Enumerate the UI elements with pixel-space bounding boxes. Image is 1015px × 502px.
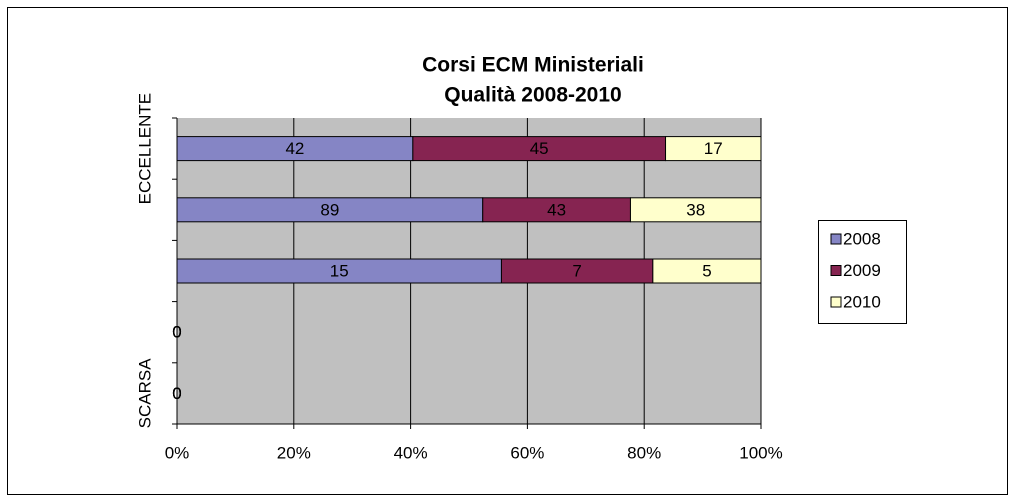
bar-segment [176,197,484,223]
bar-segment [176,258,502,284]
legend-label: 2008 [843,229,881,248]
data-label: 38 [686,200,705,219]
x-tick-label: 60% [510,443,544,462]
data-label: 17 [704,139,723,158]
x-tick-label: 100% [739,443,782,462]
bar-segment [500,258,654,284]
legend-swatch [830,233,842,245]
data-label: 0 [172,384,181,403]
legend-swatch [830,265,842,276]
chart-title: Corsi ECM Ministeriali [422,54,644,77]
x-tick-label: 80% [627,443,661,462]
data-label: 7 [572,261,581,280]
x-tick-label: 40% [394,443,428,462]
data-label: 43 [547,200,566,219]
data-label: 42 [285,139,304,158]
data-label: 0 [172,323,181,342]
legend-swatch [830,296,842,308]
bar-segment [176,136,414,162]
data-label: 89 [320,200,339,219]
bar-segment [412,136,667,162]
bar-segment [652,258,762,284]
data-label: 0 [172,384,181,403]
data-label: 0 [172,323,181,342]
x-tick-label: 0% [165,443,190,462]
chart-subtitle: Qualità 2008-2010 [444,84,621,107]
y-tick-label: SCARSA [135,358,154,429]
x-tick-label: 20% [277,443,311,462]
y-tick-label: ECCELLENTE [135,93,154,204]
data-label: 0 [172,323,181,342]
bar-segment [629,197,762,223]
data-label: 5 [702,261,711,280]
data-label: 15 [330,261,349,280]
bar-segment [665,136,762,162]
data-label: 0 [172,384,181,403]
legend-label: 2010 [843,292,881,311]
data-label: 45 [530,139,549,158]
legend-label: 2009 [843,261,881,280]
bar-segment [482,197,631,223]
